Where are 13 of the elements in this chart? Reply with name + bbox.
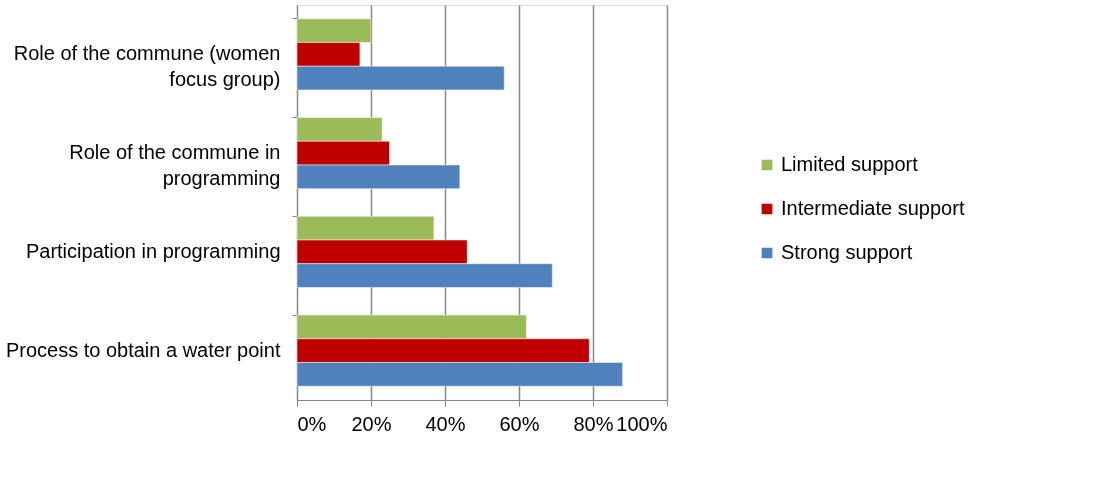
x-tick-label: 80% [573,412,614,435]
x-tick-label: 100% [616,412,668,435]
x-tick-label: 60% [499,412,540,435]
y-tick-label: Participation in programming [25,239,281,262]
y-tick-label: Process to obtain a water point [5,338,281,361]
y-tick-label: Role of the commune in programming [69,141,281,190]
x-tick-label: 0% [297,412,327,435]
x-tick-label: 20% [351,412,392,435]
x-tick-label: 40% [425,412,466,435]
legend-label: Intermediate support [781,197,965,219]
legend-label: Limited support [781,153,919,175]
y-tick-label: Role of the commune (women focus group) [13,42,281,91]
legend-label: Strong support [781,241,913,263]
